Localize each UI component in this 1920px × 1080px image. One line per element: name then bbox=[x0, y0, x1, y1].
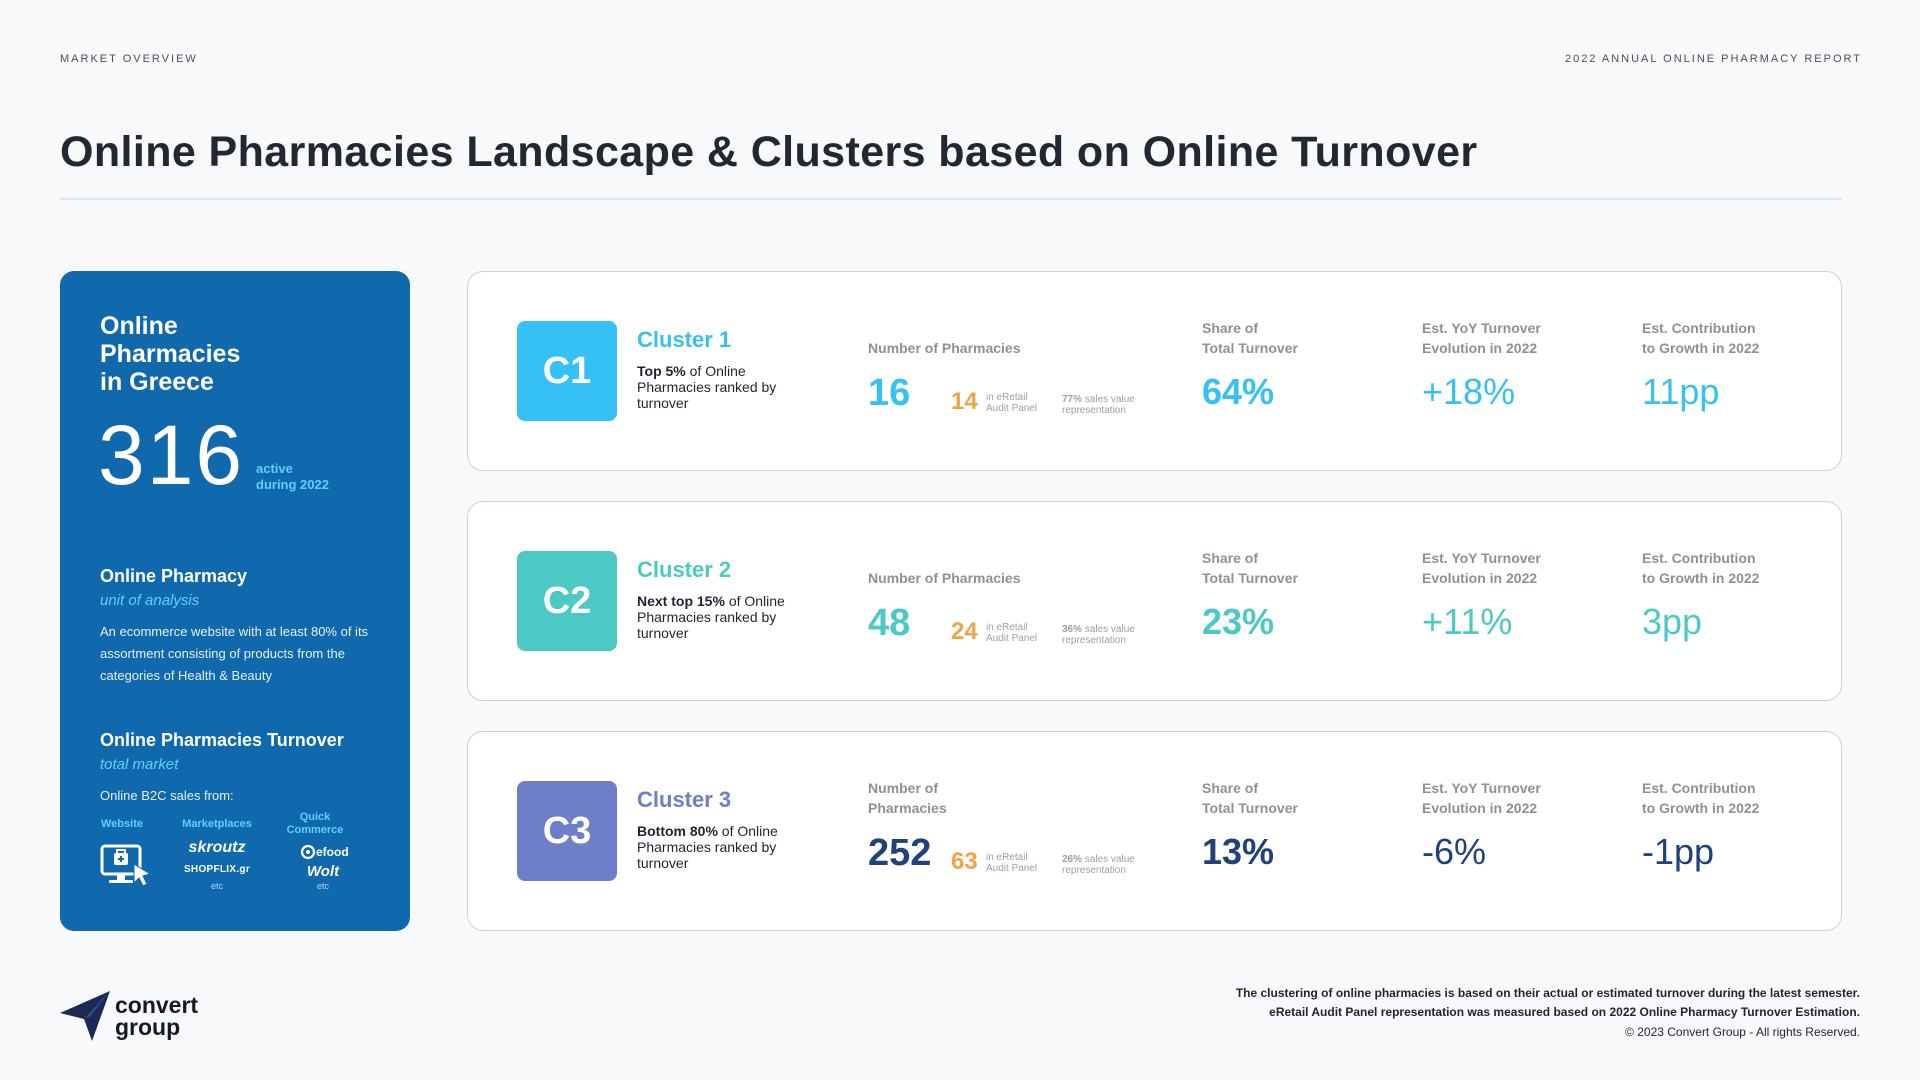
panel-heading: Online Pharmacies in Greece bbox=[100, 312, 241, 396]
channel-website: Website bbox=[101, 818, 143, 830]
cluster-card-2: C2 Cluster 2 Next top 15% of Online Phar… bbox=[467, 501, 1842, 701]
efood-logo: efood bbox=[316, 845, 349, 859]
convert-group-logo-icon bbox=[60, 991, 110, 1041]
yoy-label: Est. YoY Turnover Evolution in 2022 bbox=[1422, 550, 1541, 586]
panel-tag: in eRetail Audit Panel bbox=[986, 622, 1038, 644]
pharmacies-count: 16 bbox=[868, 372, 911, 414]
unit-description: An ecommerce website with at least 80% o… bbox=[100, 624, 369, 683]
convert-group-logo-text: convert group bbox=[115, 992, 199, 1040]
website-monitor-icon bbox=[100, 844, 152, 887]
shopflix-logo: SHOPFLIX.gr bbox=[183, 864, 251, 875]
cluster-card-1: C1 Cluster 1 Top 5% of Online Pharmacies… bbox=[467, 271, 1842, 471]
yoy-value: +11% bbox=[1422, 601, 1513, 642]
efood-icon bbox=[300, 844, 316, 860]
representation-tag: 36% sales value representation bbox=[1062, 624, 1135, 646]
cluster-badge: C3 bbox=[517, 781, 617, 881]
cluster-badge: C1 bbox=[517, 321, 617, 421]
share-value: 64% bbox=[1202, 371, 1275, 412]
panel-count: 14 bbox=[951, 388, 978, 415]
channel-marketplaces: Marketplaces bbox=[182, 818, 252, 830]
unit-title: Online Pharmacy bbox=[100, 566, 248, 586]
contribution-label: Est. Contribution to Growth in 2022 bbox=[1642, 320, 1760, 356]
active-pharmacies-count: 316 bbox=[98, 408, 245, 502]
panel-count: 24 bbox=[951, 618, 978, 645]
panel-tag: in eRetail Audit Panel bbox=[986, 392, 1038, 414]
marketplaces-etc: etc bbox=[210, 881, 223, 891]
pharmacies-count: 252 bbox=[868, 832, 932, 874]
cluster-description: Next top 15% of Online Pharmacies ranked… bbox=[637, 593, 785, 641]
pharmacies-label: Number of Pharmacies bbox=[868, 570, 1021, 586]
yoy-label: Est. YoY Turnover Evolution in 2022 bbox=[1422, 780, 1541, 816]
representation-tag: 26% sales value representation bbox=[1062, 854, 1135, 876]
cluster-badge: C2 bbox=[517, 551, 617, 651]
panel-count: 63 bbox=[951, 848, 978, 875]
report-label: 2022 ANNUAL ONLINE PHARMACY REPORT bbox=[1564, 53, 1862, 65]
share-label: Share of Total Turnover bbox=[1202, 780, 1298, 816]
contribution-value: 3pp bbox=[1642, 601, 1703, 642]
b2c-label: Online B2C sales from: bbox=[100, 788, 234, 803]
footnote-panel: eRetail Audit Panel representation was m… bbox=[1269, 1005, 1860, 1019]
cluster-name: Cluster 2 bbox=[637, 557, 732, 582]
cluster-description: Top 5% of Online Pharmacies ranked by tu… bbox=[637, 363, 777, 411]
cluster-card-3: C3 Cluster 3 Bottom 80% of Online Pharma… bbox=[467, 731, 1842, 931]
yoy-label: Est. YoY Turnover Evolution in 2022 bbox=[1422, 320, 1541, 356]
cluster-description: Bottom 80% of Online Pharmacies ranked b… bbox=[637, 823, 778, 871]
copyright: © 2023 Convert Group - All rights Reserv… bbox=[1625, 1025, 1860, 1039]
turnover-title: Online Pharmacies Turnover bbox=[100, 730, 344, 750]
cluster-name: Cluster 1 bbox=[637, 327, 732, 352]
pharmacies-label: Number of Pharmacies bbox=[868, 780, 947, 816]
turnover-subtitle: total market bbox=[100, 756, 179, 773]
share-label: Share of Total Turnover bbox=[1202, 550, 1298, 586]
contribution-value: 11pp bbox=[1642, 371, 1720, 412]
share-value: 23% bbox=[1202, 601, 1275, 642]
panel-tag: in eRetail Audit Panel bbox=[986, 852, 1038, 874]
page-title: Online Pharmacies Landscape & Clusters b… bbox=[60, 128, 1478, 176]
section-label: MARKET OVERVIEW bbox=[60, 53, 198, 65]
unit-subtitle: unit of analysis bbox=[100, 592, 200, 609]
yoy-value: -6% bbox=[1422, 831, 1487, 872]
share-label: Share of Total Turnover bbox=[1202, 320, 1298, 356]
footnote-clustering: The clustering of online pharmacies is b… bbox=[1235, 986, 1860, 1000]
share-value: 13% bbox=[1202, 831, 1275, 872]
channel-quick-commerce: Quick Commerce bbox=[286, 811, 344, 836]
pharmacies-label: Number of Pharmacies bbox=[868, 340, 1021, 356]
title-divider bbox=[60, 198, 1842, 200]
wolt-logo: Wolt bbox=[306, 863, 340, 880]
pharmacies-count: 48 bbox=[868, 602, 911, 644]
contribution-value: -1pp bbox=[1642, 831, 1715, 872]
greece-summary-panel: Online Pharmacies in Greece 316 active d… bbox=[60, 271, 410, 931]
yoy-value: +18% bbox=[1422, 371, 1516, 412]
contribution-label: Est. Contribution to Growth in 2022 bbox=[1642, 550, 1760, 586]
cluster-name: Cluster 3 bbox=[637, 787, 732, 812]
contribution-label: Est. Contribution to Growth in 2022 bbox=[1642, 780, 1760, 816]
active-label: active during 2022 bbox=[256, 461, 329, 492]
representation-tag: 77% sales value representation bbox=[1062, 394, 1135, 416]
skroutz-logo: skroutz bbox=[188, 839, 246, 856]
quick-commerce-etc: etc bbox=[316, 881, 329, 891]
